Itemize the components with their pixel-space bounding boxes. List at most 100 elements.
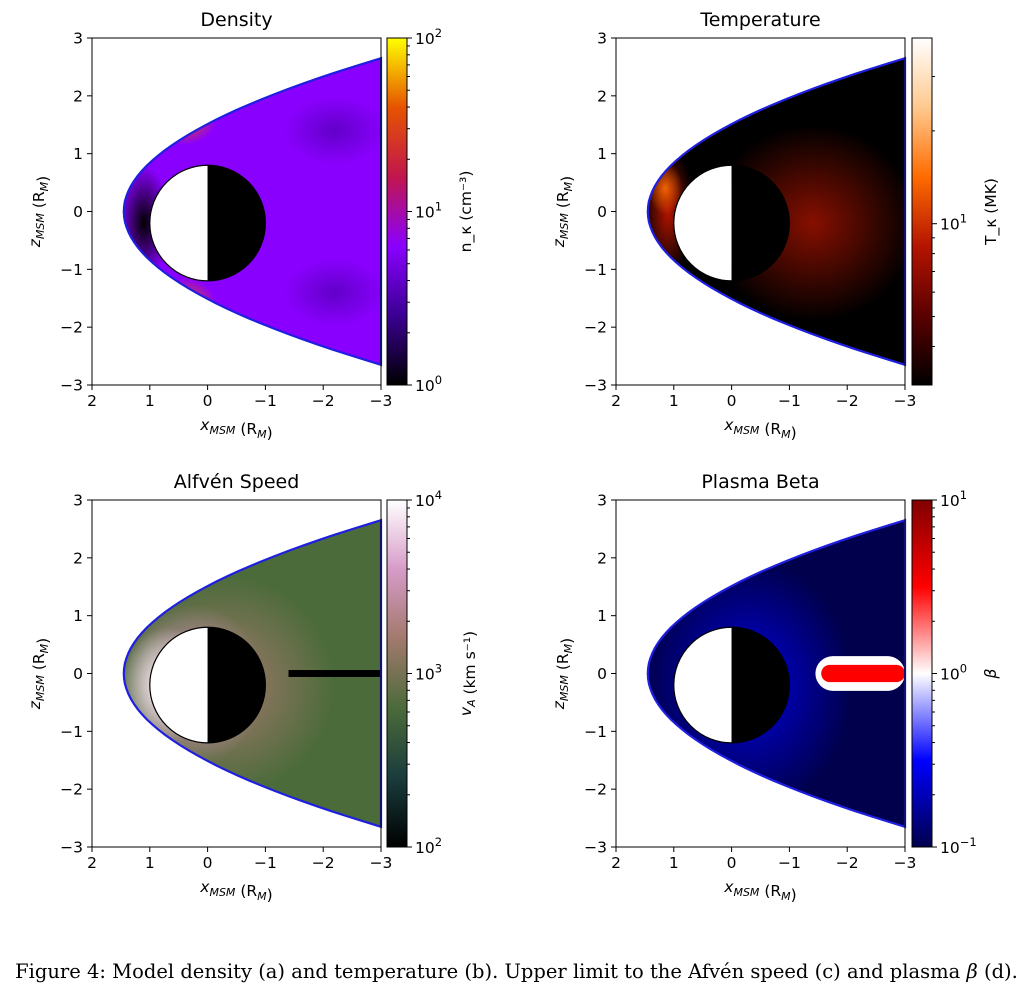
colorbar-label: n_κ (cm⁻³) (457, 171, 476, 253)
y-tick-label: −3 (584, 839, 607, 857)
cusp-density-south-peak (167, 297, 197, 323)
magnetopause-boundary (646, 518, 907, 829)
y-tick-label: −2 (584, 781, 607, 799)
planet-outline (149, 626, 267, 744)
y-tick-label: 2 (597, 549, 607, 567)
beta-sheet (821, 664, 905, 683)
y-tick-label: −3 (584, 377, 607, 395)
colorbar-label: vA (km s⁻¹) (457, 631, 479, 716)
x-tick-label: 1 (145, 854, 155, 872)
planet-dayside (149, 165, 208, 281)
caption-beta-symbol: β (966, 960, 978, 983)
y-tick-label: −1 (60, 723, 83, 741)
y-tick-label: −1 (584, 261, 607, 279)
y-tick-label: 3 (597, 492, 607, 510)
x-tick-label: 2 (87, 392, 97, 410)
x-tick-label: −3 (370, 392, 393, 410)
y-axis-label: zMSM (RM) (550, 176, 576, 248)
colorbar (911, 499, 933, 848)
planet-dayside (673, 627, 732, 743)
colorbar-label: T_κ (MK) (982, 178, 1001, 246)
magnetopause-boundary (646, 56, 907, 367)
y-tick-label: 2 (597, 87, 607, 105)
figure-caption: Figure 4: Model density (a) and temperat… (0, 960, 1033, 983)
beta-cusp-north (684, 569, 710, 593)
x-axis-label: xMSM (RM) (723, 416, 796, 442)
colorbar-label: β (982, 668, 1000, 679)
x-tick-label: −1 (254, 392, 277, 410)
panel-title: Density (200, 9, 272, 31)
x-tick-label: 0 (203, 392, 213, 410)
beta-cusp-south-halo (673, 744, 715, 783)
x-tick-label: 1 (669, 854, 679, 872)
y-tick-label: −2 (60, 781, 83, 799)
y-tick-label: 3 (73, 492, 83, 510)
x-tick-label: 0 (727, 854, 737, 872)
cusp-density-north-peak (167, 100, 197, 126)
y-tick-label: 0 (73, 665, 83, 683)
x-tick-label: 2 (611, 392, 621, 410)
planet-nightside (731, 165, 790, 281)
planet-dayside (673, 165, 732, 281)
x-tick-label: −2 (312, 392, 335, 410)
x-tick-label: −1 (778, 854, 801, 872)
figure: 2 1 0 −1 −2 −3 −3 −2 −1 0 1 2 3 Density xMSM (RM) zMSM … (26, 9, 1001, 904)
x-tick-label: −3 (894, 854, 917, 872)
y-axis-label: zMSM (RM) (26, 176, 52, 248)
panel-a: 2 1 0 −1 −2 −3 −3 −2 −1 0 1 2 3 Density xMSM (RM) zMSM … (26, 9, 476, 442)
x-tick-label: 2 (87, 854, 97, 872)
y-tick-label: −2 (60, 319, 83, 337)
planet-dayside (149, 627, 208, 743)
alfven-cusp-south (152, 763, 205, 798)
y-axis-label: zMSM (RM) (550, 638, 576, 710)
x-tick-label: −2 (312, 854, 335, 872)
colorbar-tick-label: 102 (415, 835, 442, 857)
colorbar-tick-label: 100 (415, 373, 442, 395)
x-tick-label: −2 (836, 854, 859, 872)
colorbar (386, 499, 408, 848)
y-tick-label: 2 (73, 549, 83, 567)
y-tick-label: −1 (584, 723, 607, 741)
planet-outline (149, 164, 267, 282)
x-tick-label: −3 (370, 854, 393, 872)
alfven-current-sheet (288, 670, 381, 677)
panel-title: Plasma Beta (701, 471, 819, 493)
x-tick-label: 1 (145, 392, 155, 410)
y-tick-label: 2 (73, 87, 83, 105)
y-axis-label: zMSM (RM) (26, 638, 52, 710)
x-axis-label: xMSM (RM) (199, 416, 272, 442)
colorbar-tick-label: 101 (415, 200, 442, 222)
x-tick-label: 0 (203, 854, 213, 872)
y-tick-label: 1 (597, 145, 607, 163)
beta-cusp-north-halo (673, 564, 715, 603)
panel-title: Temperature (699, 9, 820, 31)
y-tick-label: 0 (73, 203, 83, 221)
caption-end: (d). (977, 960, 1018, 983)
beta-cusp-south (684, 754, 710, 778)
y-tick-label: −2 (584, 319, 607, 337)
colorbar (386, 37, 408, 386)
planet-nightside (207, 165, 266, 281)
lobe-density-south (282, 257, 382, 328)
x-tick-label: 0 (727, 392, 737, 410)
x-tick-label: −1 (254, 854, 277, 872)
y-tick-label: 3 (597, 30, 607, 48)
y-tick-label: −3 (60, 377, 83, 395)
magnetopause-boundary (122, 56, 383, 367)
x-tick-label: −2 (836, 392, 859, 410)
magnetopause-boundary (122, 518, 383, 829)
x-tick-label: −3 (894, 392, 917, 410)
y-tick-label: −3 (60, 839, 83, 857)
x-axis-label: xMSM (RM) (723, 878, 796, 904)
colorbar-tick-label: 101 (940, 488, 967, 510)
panel-title: Alfvén Speed (174, 471, 300, 493)
figure-svg: 2 1 0 −1 −2 −3 −3 −2 −1 0 1 2 3 Density xMSM (RM) zMSM … (26, 9, 1001, 904)
panel-b: 2 1 0 −1 −2 −3 −3 −2 −1 0 1 2 3 Temperature xMSM (RM) z… (550, 9, 1001, 442)
lobe-density-north (282, 95, 382, 166)
colorbar-tick-label: 101 (940, 212, 967, 234)
colorbar (911, 37, 933, 386)
y-tick-label: 0 (597, 203, 607, 221)
colorbar-tick-label: 102 (415, 26, 442, 48)
planet-outline (673, 626, 790, 744)
y-tick-label: 1 (73, 607, 83, 625)
